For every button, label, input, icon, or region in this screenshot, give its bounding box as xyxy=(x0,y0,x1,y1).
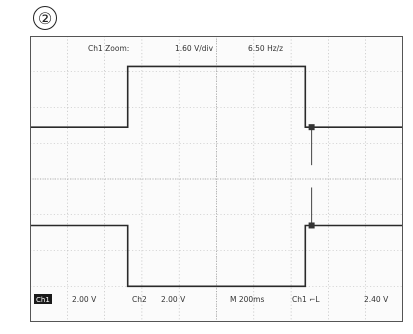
header-volt-text: 1.60 V/div xyxy=(175,44,214,53)
ch1-badge-text: Ch1 xyxy=(36,296,50,304)
series-trace-2 xyxy=(30,224,403,288)
ch2-label-text: Ch2 xyxy=(132,295,147,304)
traces xyxy=(30,65,403,288)
trigger-marker-2 xyxy=(308,222,315,229)
series-trace-1 xyxy=(30,65,403,128)
trigger-level-text: 2.40 V xyxy=(364,295,389,304)
ch2-scale-text: 2.00 V xyxy=(161,295,186,304)
oscilloscope-chart: Ch1 Zoom: 1.60 V/div 6.50 Hz/z Ch1 2.00 … xyxy=(30,36,403,322)
timebase-text: M 200ms xyxy=(230,295,264,304)
trigger-markers xyxy=(308,124,315,229)
header-hz-text: 6.50 Hz/z xyxy=(248,44,283,53)
ch1-scale-text: 2.00 V xyxy=(72,295,97,304)
trigger-marker-1 xyxy=(308,124,315,131)
screen-border xyxy=(30,36,403,322)
ch1-badge-bg xyxy=(34,294,52,304)
oscilloscope-display: Ch1 Zoom: 1.60 V/div 6.50 Hz/z Ch1 2.00 … xyxy=(30,36,403,322)
figure-number-label: ② xyxy=(33,6,57,30)
grid xyxy=(30,36,403,322)
header-zoom-text: Ch1 Zoom: xyxy=(88,44,129,53)
trigger-source-text: Ch1 ⌐L xyxy=(292,295,320,304)
